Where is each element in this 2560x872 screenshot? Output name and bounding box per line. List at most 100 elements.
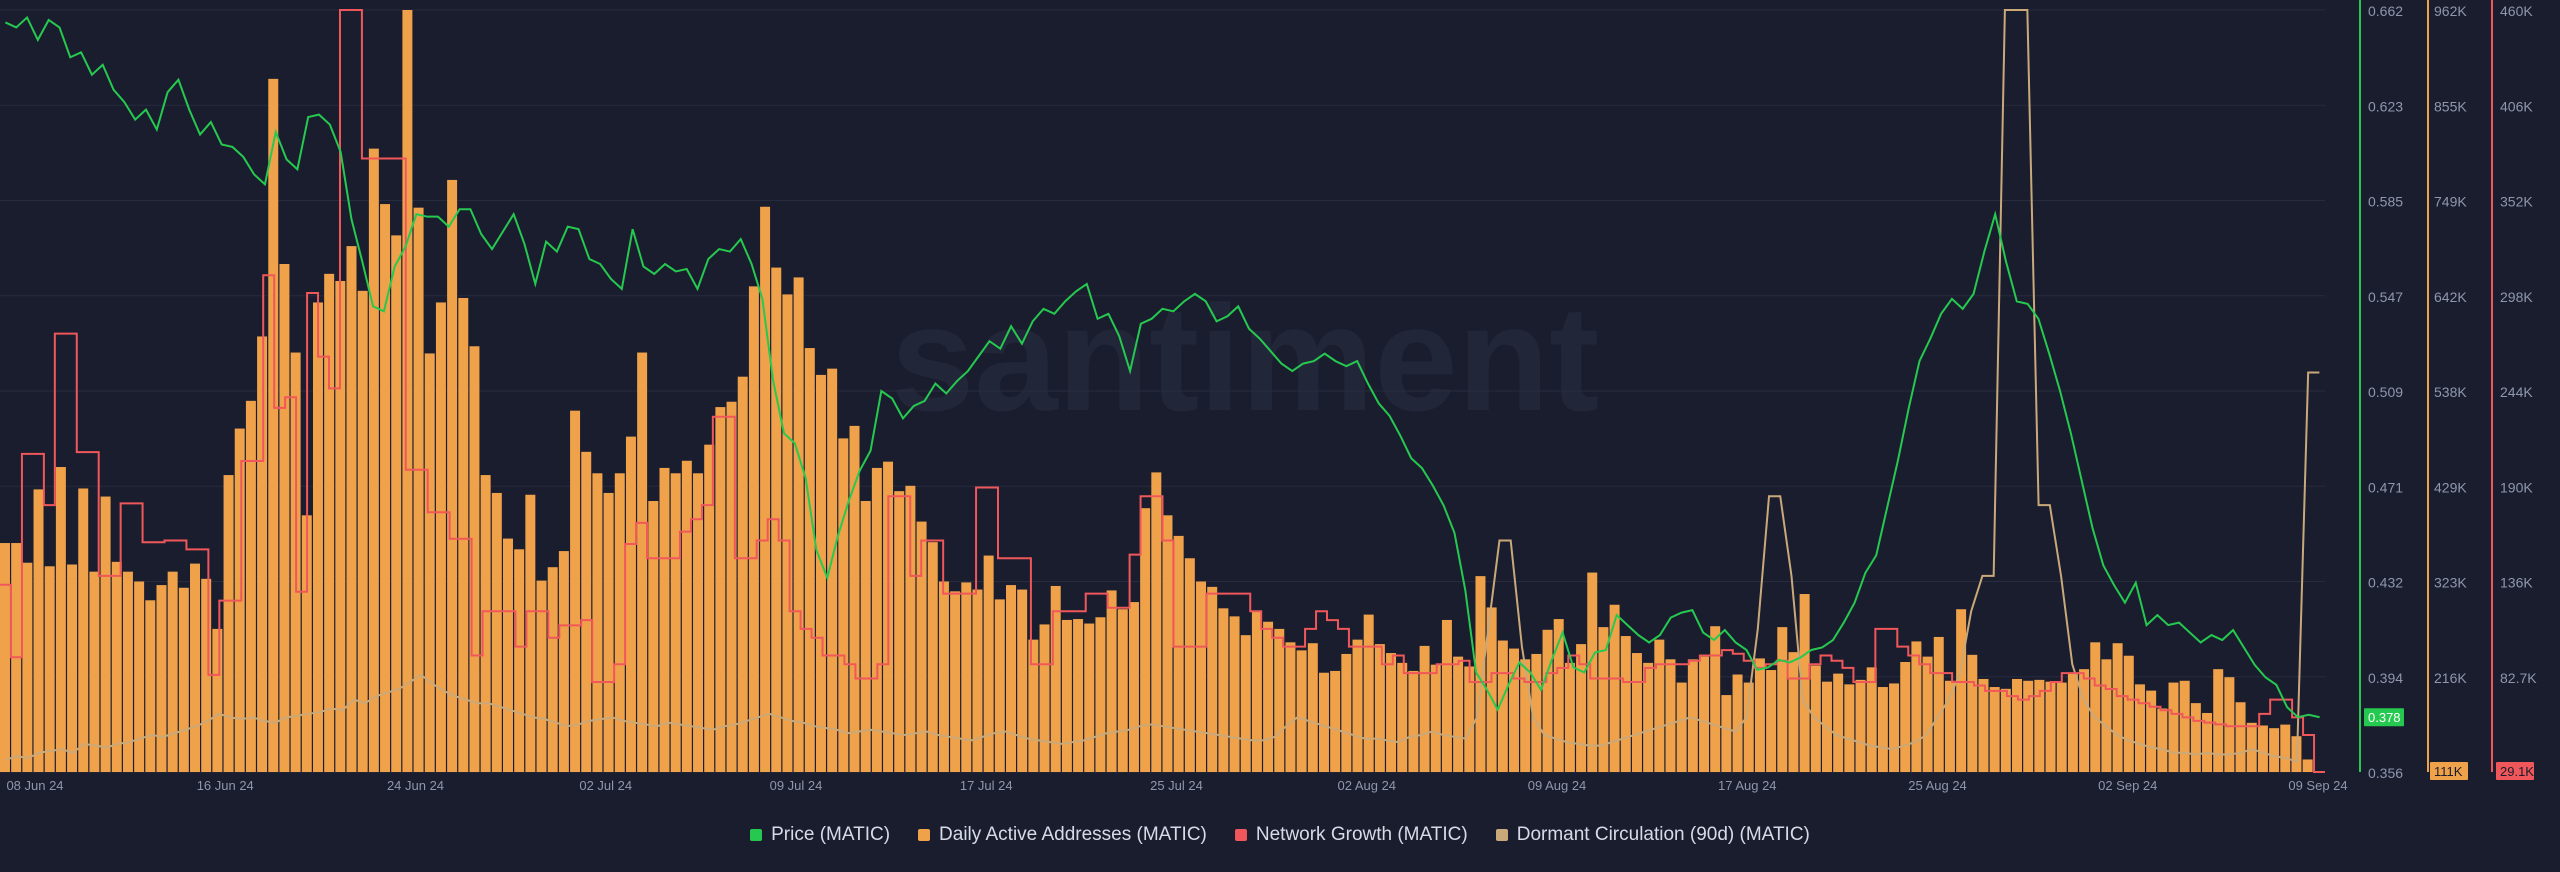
daa-bar xyxy=(1006,585,1016,772)
daa-bar xyxy=(212,628,223,772)
daa-bar xyxy=(55,467,66,772)
daa-bar xyxy=(938,581,949,772)
daa-bar xyxy=(190,563,201,772)
daa-bar xyxy=(1855,679,1866,772)
daa-bar xyxy=(1609,604,1620,772)
daa-bar xyxy=(1877,687,1888,772)
legend-item-daa[interactable]: Daily Active Addresses (MATIC) xyxy=(918,824,1207,846)
daa-bar xyxy=(536,580,547,772)
daa-bar xyxy=(1106,590,1117,772)
daa-bar xyxy=(2090,642,2101,772)
daa-bar xyxy=(245,400,256,772)
daa-bar xyxy=(1453,656,1464,772)
legend-item-dormant[interactable]: Dormant Circulation (90d) (MATIC) xyxy=(1495,824,1810,846)
daa-bar xyxy=(1576,644,1587,772)
daa-bar xyxy=(2302,759,2313,772)
daa-bar xyxy=(1374,644,1385,772)
legend-item-price[interactable]: Price (MATIC) xyxy=(750,824,890,846)
x-tick-label: 08 Jun 24 xyxy=(6,778,63,793)
daa-bar xyxy=(2034,679,2045,772)
daa-bar xyxy=(44,566,55,772)
daa-bar xyxy=(1710,626,1721,772)
daa-bar xyxy=(2257,725,2268,772)
daa-bar xyxy=(1509,648,1519,772)
daa-bar xyxy=(2146,690,2157,772)
daa-bar xyxy=(402,10,413,772)
daa-bar xyxy=(1173,535,1184,772)
x-tick-label: 09 Aug 24 xyxy=(1528,778,1587,793)
daa-bar xyxy=(357,290,368,772)
price-tick-label: 0.509 xyxy=(2368,384,2403,400)
network-growth-current-badge xyxy=(2496,762,2534,780)
x-tick-label: 09 Sep 24 xyxy=(2288,778,2347,793)
daa-bar xyxy=(670,473,681,772)
daa-bar xyxy=(760,206,771,772)
network-growth-tick-label: 136K xyxy=(2500,575,2533,591)
daa-bar xyxy=(838,438,849,772)
daa-bar xyxy=(1017,589,1028,772)
daa-bar xyxy=(693,473,704,772)
daa-bar xyxy=(1978,678,1989,772)
daa-bar xyxy=(1654,639,1665,772)
daa-bar xyxy=(1967,654,1978,772)
daa-bar xyxy=(2269,728,2280,772)
network-growth-tick-label: 406K xyxy=(2500,98,2533,114)
daa-bar xyxy=(1732,674,1743,772)
daa-tick-label: 642K xyxy=(2434,289,2467,305)
daa-bar xyxy=(1643,662,1654,772)
network-growth-tick-label: 190K xyxy=(2500,479,2533,495)
daa-bar xyxy=(558,551,569,772)
daa-bar xyxy=(1117,609,1128,772)
daa-bar xyxy=(961,582,972,772)
daa-bar xyxy=(1140,508,1151,772)
daa-bar xyxy=(1766,670,1777,772)
daa-bar xyxy=(2000,688,2011,772)
daa-bar xyxy=(1419,645,1430,772)
daa-bar xyxy=(1754,658,1765,772)
daa-bar xyxy=(1564,662,1575,772)
legend-swatch-dormant xyxy=(1495,829,1508,841)
daa-bar xyxy=(637,352,648,772)
daa-bar xyxy=(1095,617,1106,772)
daa-bar xyxy=(324,273,335,772)
network-growth-tick-label: 298K xyxy=(2500,289,2533,305)
daa-bar xyxy=(1464,666,1475,772)
daa-bar xyxy=(1084,623,1095,772)
daa-bar xyxy=(950,591,961,772)
daa-bar xyxy=(2157,708,2168,772)
daa-bar xyxy=(1330,670,1341,772)
daa-bar xyxy=(793,277,804,772)
daa-bar xyxy=(1184,558,1195,772)
legend-item-network-growth[interactable]: Network Growth (MATIC) xyxy=(1234,824,1468,846)
daa-bar xyxy=(849,425,860,772)
daa-bar xyxy=(1665,659,1676,772)
daa-bar xyxy=(67,564,78,772)
daa-bar xyxy=(1777,627,1788,772)
daa-bar xyxy=(860,501,871,772)
daa-bar xyxy=(0,543,10,772)
daa-bar xyxy=(1039,624,1050,772)
daa-bar xyxy=(726,401,737,772)
daa-bar xyxy=(1844,684,1855,772)
daa-bar xyxy=(804,348,815,772)
daa-bar xyxy=(1285,642,1296,772)
price-tick-label: 0.662 xyxy=(2368,3,2403,19)
x-tick-label: 16 Jun 24 xyxy=(197,778,254,793)
daa-bar xyxy=(122,571,133,772)
daa-bar xyxy=(2134,684,2145,772)
daa-bar xyxy=(570,410,581,772)
daa-bar xyxy=(514,549,525,772)
daa-bar xyxy=(469,346,480,772)
dormant-circulation-line xyxy=(5,9,2320,763)
daa-bar xyxy=(2168,682,2179,772)
daa-bar xyxy=(201,578,212,772)
price-tick-label: 0.547 xyxy=(2368,289,2403,305)
daa-bar xyxy=(525,494,536,772)
daa-bar xyxy=(346,246,357,772)
daa-bar xyxy=(1866,667,1877,772)
daa-bar xyxy=(1911,641,1922,772)
daa-bar xyxy=(1128,602,1139,772)
daa-bar xyxy=(33,489,44,772)
